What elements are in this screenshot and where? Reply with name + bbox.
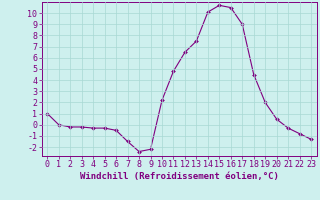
- X-axis label: Windchill (Refroidissement éolien,°C): Windchill (Refroidissement éolien,°C): [80, 172, 279, 181]
